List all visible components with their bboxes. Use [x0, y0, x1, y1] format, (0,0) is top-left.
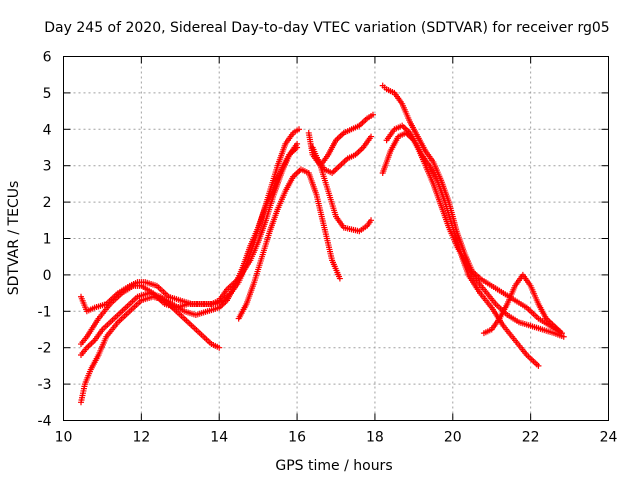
- x-tick-label: 24: [600, 430, 618, 446]
- y-tick-label: 1: [43, 232, 52, 248]
- axis-ticks: [63, 56, 609, 421]
- data-point: [216, 344, 223, 351]
- x-tick-label: 10: [55, 430, 73, 446]
- chart-title: Day 245 of 2020, Sidereal Day-to-day VTE…: [44, 20, 609, 36]
- x-tick-label: 14: [210, 430, 228, 446]
- y-tick-label: 6: [43, 50, 52, 66]
- data-point: [296, 126, 303, 133]
- x-tick-label: 22: [522, 430, 540, 446]
- y-tick-label: -3: [38, 377, 52, 393]
- x-axis-label: GPS time / hours: [275, 458, 392, 474]
- y-tick-label: -1: [38, 304, 52, 320]
- data-point: [369, 111, 376, 118]
- data-point: [294, 144, 301, 151]
- y-tick-label: 4: [43, 122, 52, 138]
- data-point: [368, 133, 375, 140]
- y-tick-labels: -4 -3 -2 -1 0 1 2 3 4 5 6: [38, 50, 52, 430]
- series-track-d: [78, 293, 223, 406]
- y-tick-label: 5: [43, 86, 52, 102]
- data-point: [368, 217, 375, 224]
- series-track-f: [305, 129, 375, 235]
- series-track-e: [235, 166, 343, 322]
- series-track-l: [480, 271, 565, 337]
- data-point: [558, 330, 565, 337]
- data-marks: [78, 82, 567, 406]
- y-tick-label: 3: [43, 159, 52, 175]
- x-tick-label: 12: [132, 430, 150, 446]
- series-track-h: [313, 133, 375, 176]
- x-tick-label: 16: [288, 430, 306, 446]
- gridlines: [63, 56, 609, 421]
- y-axis-label: SDTVAR / TECUs: [6, 181, 22, 296]
- series-track-g: [309, 111, 376, 169]
- y-tick-label: 0: [43, 268, 52, 284]
- y-tick-label: 2: [43, 195, 52, 211]
- data-point: [336, 275, 343, 282]
- y-tick-label: -4: [38, 414, 52, 430]
- x-tick-label: 20: [444, 430, 462, 446]
- y-tick-label: -2: [38, 341, 52, 357]
- data-point: [535, 362, 542, 369]
- x-tick-labels: 10 12 14 16 18 20 22 24: [55, 430, 618, 446]
- series-track-k: [383, 122, 567, 340]
- x-tick-label: 18: [366, 430, 384, 446]
- data-point: [560, 333, 567, 340]
- series-track-c: [78, 144, 301, 358]
